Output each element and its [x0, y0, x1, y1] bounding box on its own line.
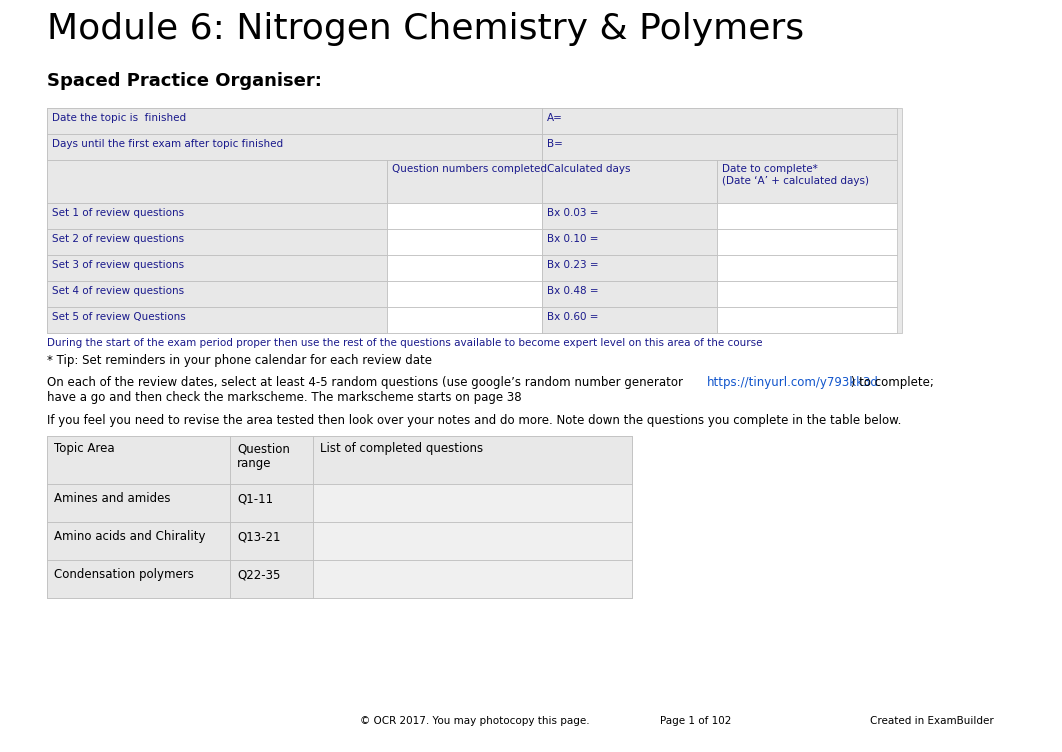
- Text: Calculated days: Calculated days: [547, 164, 631, 174]
- Bar: [230, 522, 313, 560]
- Bar: [542, 134, 897, 160]
- Bar: [47, 134, 542, 160]
- Bar: [387, 203, 542, 229]
- Text: Set 2 of review questions: Set 2 of review questions: [52, 234, 184, 244]
- Bar: [47, 255, 387, 281]
- Text: If you feel you need to revise the area tested then look over your notes and do : If you feel you need to revise the area …: [47, 414, 902, 427]
- Bar: [387, 307, 542, 333]
- Text: Q1-11: Q1-11: [237, 492, 273, 505]
- Bar: [47, 108, 902, 333]
- Bar: [387, 160, 542, 203]
- Bar: [47, 281, 387, 307]
- Bar: [47, 203, 387, 229]
- Bar: [313, 484, 632, 522]
- Text: Set 1 of review questions: Set 1 of review questions: [52, 208, 184, 218]
- Bar: [717, 307, 897, 333]
- Text: Page 1 of 102: Page 1 of 102: [660, 716, 732, 726]
- Bar: [542, 255, 717, 281]
- Bar: [717, 229, 897, 255]
- Bar: [47, 522, 230, 560]
- Text: Set 5 of review Questions: Set 5 of review Questions: [52, 312, 186, 322]
- Text: Date the topic is  finished: Date the topic is finished: [52, 113, 186, 123]
- Text: Date to complete*
(Date ‘A’ + calculated days): Date to complete* (Date ‘A’ + calculated…: [722, 164, 869, 186]
- Bar: [717, 160, 897, 203]
- Text: Q13-21: Q13-21: [237, 530, 280, 543]
- Bar: [387, 229, 542, 255]
- Text: A=: A=: [547, 113, 563, 123]
- Text: On each of the review dates, select at least 4-5 random questions (use google’s : On each of the review dates, select at l…: [47, 376, 683, 389]
- Text: Bx 0.03 =: Bx 0.03 =: [547, 208, 599, 218]
- Text: © OCR 2017. You may photocopy this page.: © OCR 2017. You may photocopy this page.: [360, 716, 589, 726]
- Text: Amino acids and Chirality: Amino acids and Chirality: [54, 530, 206, 543]
- Bar: [387, 281, 542, 307]
- Text: Module 6: Nitrogen Chemistry & Polymers: Module 6: Nitrogen Chemistry & Polymers: [47, 12, 804, 46]
- Text: have a go and then check the markscheme. The markscheme starts on page 38: have a go and then check the markscheme.…: [47, 391, 521, 404]
- Bar: [542, 307, 717, 333]
- Bar: [542, 229, 717, 255]
- Bar: [717, 281, 897, 307]
- Bar: [313, 560, 632, 598]
- Bar: [47, 560, 230, 598]
- Text: B=: B=: [547, 139, 563, 149]
- Text: https://tinyurl.com/y793kk3d: https://tinyurl.com/y793kk3d: [707, 376, 879, 389]
- Bar: [717, 255, 897, 281]
- Text: Q22-35: Q22-35: [237, 568, 280, 581]
- Text: ) to complete;: ) to complete;: [847, 376, 933, 389]
- Text: Spaced Practice Organiser:: Spaced Practice Organiser:: [47, 72, 322, 90]
- Bar: [47, 307, 387, 333]
- Bar: [47, 484, 230, 522]
- Bar: [542, 203, 717, 229]
- Bar: [230, 560, 313, 598]
- Text: List of completed questions: List of completed questions: [320, 442, 483, 455]
- Text: * Tip: Set reminders in your phone calendar for each review date: * Tip: Set reminders in your phone calen…: [47, 354, 432, 367]
- Bar: [313, 522, 632, 560]
- Text: Question
range: Question range: [237, 442, 290, 470]
- Bar: [47, 108, 542, 134]
- Bar: [47, 229, 387, 255]
- Bar: [313, 436, 632, 484]
- Text: Set 4 of review questions: Set 4 of review questions: [52, 286, 184, 296]
- Bar: [47, 436, 230, 484]
- Bar: [47, 160, 387, 203]
- Text: Bx 0.60 =: Bx 0.60 =: [547, 312, 599, 322]
- Bar: [230, 436, 313, 484]
- Text: Topic Area: Topic Area: [54, 442, 115, 455]
- Text: Set 3 of review questions: Set 3 of review questions: [52, 260, 184, 270]
- Bar: [717, 203, 897, 229]
- Bar: [47, 436, 632, 598]
- Text: Amines and amides: Amines and amides: [54, 492, 171, 505]
- Text: Question numbers completed: Question numbers completed: [392, 164, 547, 174]
- Text: During the start of the exam period proper then use the rest of the questions av: During the start of the exam period prop…: [47, 338, 763, 348]
- Text: Bx 0.48 =: Bx 0.48 =: [547, 286, 599, 296]
- Text: Days until the first exam after topic finished: Days until the first exam after topic fi…: [52, 139, 284, 149]
- Text: Created in ExamBuilder: Created in ExamBuilder: [870, 716, 994, 726]
- Bar: [542, 160, 717, 203]
- Text: Bx 0.23 =: Bx 0.23 =: [547, 260, 599, 270]
- Bar: [542, 108, 897, 134]
- Text: Condensation polymers: Condensation polymers: [54, 568, 194, 581]
- Text: Bx 0.10 =: Bx 0.10 =: [547, 234, 599, 244]
- Bar: [230, 484, 313, 522]
- Bar: [387, 255, 542, 281]
- Bar: [542, 281, 717, 307]
